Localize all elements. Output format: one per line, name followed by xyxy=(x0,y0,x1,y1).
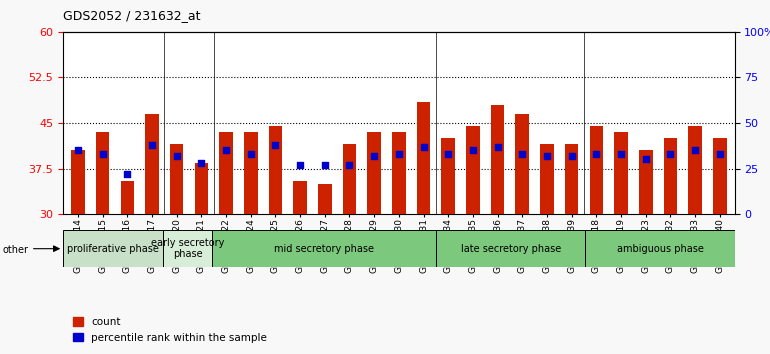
Text: proliferative phase: proliferative phase xyxy=(67,244,159,254)
Bar xyxy=(343,144,357,214)
Point xyxy=(72,148,84,153)
Bar xyxy=(195,162,208,214)
Text: GDS2052 / 231632_at: GDS2052 / 231632_at xyxy=(63,9,201,22)
Bar xyxy=(244,132,257,214)
Point xyxy=(393,151,405,157)
Point xyxy=(541,153,553,159)
Point xyxy=(220,148,233,153)
Point xyxy=(96,151,109,157)
Point xyxy=(146,142,158,148)
Bar xyxy=(318,184,332,214)
Text: early secretory
phase: early secretory phase xyxy=(151,238,224,259)
Bar xyxy=(392,132,406,214)
Point xyxy=(343,162,356,168)
Legend: count, percentile rank within the sample: count, percentile rank within the sample xyxy=(69,313,271,347)
Point xyxy=(689,148,701,153)
Text: mid secretory phase: mid secretory phase xyxy=(274,244,374,254)
Bar xyxy=(367,132,381,214)
Bar xyxy=(713,138,727,214)
Bar xyxy=(466,126,480,214)
Point xyxy=(121,171,133,177)
Bar xyxy=(490,105,504,214)
Bar xyxy=(213,230,436,267)
Point xyxy=(714,151,726,157)
Point xyxy=(245,151,257,157)
Point xyxy=(319,162,331,168)
Text: late secretory phase: late secretory phase xyxy=(460,244,561,254)
Bar xyxy=(436,230,585,267)
Point xyxy=(196,160,208,166)
Bar xyxy=(565,144,578,214)
Bar xyxy=(269,126,283,214)
Point xyxy=(294,162,306,168)
Bar xyxy=(121,181,134,214)
Point xyxy=(270,142,282,148)
Point xyxy=(442,151,454,157)
Point xyxy=(170,153,182,159)
Bar xyxy=(515,114,529,214)
Bar xyxy=(614,132,628,214)
Bar xyxy=(441,138,455,214)
Bar xyxy=(688,126,702,214)
Bar xyxy=(639,150,652,214)
Point xyxy=(565,153,578,159)
Point xyxy=(368,153,380,159)
Point xyxy=(665,151,677,157)
Point xyxy=(590,151,602,157)
Bar xyxy=(664,138,677,214)
Bar xyxy=(146,114,159,214)
Point xyxy=(491,144,504,149)
Bar xyxy=(417,102,430,214)
Bar xyxy=(293,181,307,214)
Text: other: other xyxy=(2,245,28,255)
Bar xyxy=(170,144,183,214)
Point xyxy=(417,144,430,149)
Point xyxy=(640,156,652,162)
Text: ambiguous phase: ambiguous phase xyxy=(617,244,704,254)
Bar xyxy=(71,150,85,214)
Point xyxy=(615,151,628,157)
Bar xyxy=(63,230,162,267)
Bar xyxy=(162,230,213,267)
Bar xyxy=(95,132,109,214)
Point xyxy=(467,148,479,153)
Bar xyxy=(585,230,735,267)
Bar xyxy=(590,126,603,214)
Bar xyxy=(219,132,233,214)
Bar xyxy=(541,144,554,214)
Point xyxy=(516,151,528,157)
